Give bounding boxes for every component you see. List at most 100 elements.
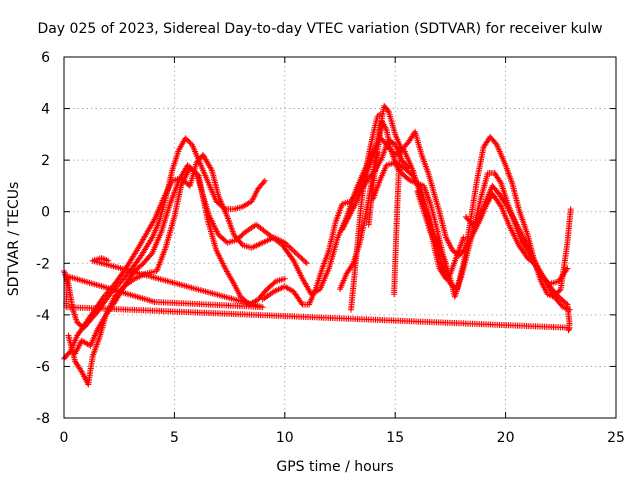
data-point-run: [273, 276, 286, 285]
data-point-run: [537, 278, 550, 296]
data-point-run: [564, 207, 574, 246]
data-point-run: [91, 258, 266, 311]
data-point-run: [398, 140, 411, 153]
series-track-e: [259, 103, 573, 329]
data-point-run: [436, 208, 449, 239]
data-series: [61, 103, 574, 388]
data-point-run: [401, 164, 415, 178]
data-point-run: [151, 197, 166, 223]
y-tick-label: 4: [41, 102, 50, 118]
data-point-run: [182, 135, 194, 147]
data-point-run: [393, 202, 401, 236]
data-point-run: [72, 358, 84, 374]
data-point-run: [443, 234, 455, 252]
data-point-run: [385, 136, 397, 147]
series-track-h: [462, 182, 573, 313]
data-point: [567, 206, 574, 213]
data-point-run: [175, 163, 190, 184]
data-point-run: [200, 152, 215, 172]
data-point-run: [149, 220, 162, 241]
y-tick-label: -2: [36, 256, 50, 272]
data-point-run: [367, 184, 376, 207]
data-point-run: [374, 112, 383, 120]
data-point-run: [83, 308, 97, 326]
data-point-run: [292, 250, 309, 265]
data-point: [377, 110, 384, 117]
data-point-run: [555, 293, 570, 307]
data-point-run: [515, 206, 531, 237]
data-point-run: [206, 213, 221, 237]
data-point-run: [381, 103, 391, 113]
data-point-run: [153, 246, 168, 274]
data-point-run: [326, 236, 341, 272]
data-point-run: [345, 202, 358, 220]
data-point-run: [379, 138, 391, 161]
data-point-run: [167, 179, 182, 207]
data-point-run: [200, 193, 213, 219]
data-point-run: [133, 233, 148, 254]
data-point-run: [140, 251, 155, 267]
data-point-run: [270, 284, 287, 295]
data-point-run: [431, 247, 442, 270]
chart-title: Day 025 of 2023, Sidereal Day-to-day VTE…: [37, 21, 602, 37]
data-point-run: [149, 231, 164, 256]
data-point-run: [370, 166, 379, 189]
data-point-run: [557, 241, 571, 293]
data-point-run: [379, 118, 389, 131]
data-point-run: [414, 188, 427, 213]
data-point-run: [178, 166, 193, 189]
data-point-run: [222, 265, 237, 286]
data-point-run: [361, 158, 371, 184]
data-point: [405, 164, 412, 171]
data-point-run: [231, 280, 243, 299]
data-point-run: [365, 140, 380, 171]
data-point: [261, 177, 268, 184]
data-point-run: [72, 339, 84, 357]
data-point-run: [281, 239, 298, 255]
data-point-run: [169, 148, 182, 174]
data-point-run: [326, 220, 339, 254]
data-point-run: [427, 201, 440, 231]
data-point-run: [171, 184, 184, 220]
data-point-run: [94, 313, 109, 334]
data-point-run: [391, 262, 399, 298]
x-axis-label: GPS time / hours: [276, 459, 393, 475]
data-point-run: [537, 270, 552, 291]
data-point-run: [447, 280, 459, 291]
series-drop-2: [391, 144, 404, 298]
data-point-run: [354, 205, 364, 246]
data-point-run: [529, 252, 544, 275]
series-track-b: [61, 152, 310, 362]
data-point-run: [208, 167, 222, 198]
data-point: [105, 257, 112, 264]
y-tick-label: 6: [41, 50, 50, 66]
data-point-run: [478, 171, 491, 200]
data-point-run: [193, 170, 206, 198]
data-point-run: [454, 236, 466, 259]
data-point-run: [361, 197, 372, 225]
data-point-run: [204, 177, 219, 203]
data-point: [564, 265, 571, 272]
data-point-run: [443, 271, 453, 282]
data-point-run: [332, 202, 345, 225]
data-point-run: [74, 321, 89, 339]
data-point-run: [248, 240, 265, 251]
data-point-run: [63, 275, 71, 311]
data-point-run: [98, 255, 110, 264]
data-point-run: [242, 222, 258, 236]
x-tick-label: 5: [170, 430, 179, 446]
data-point-run: [560, 304, 571, 313]
data-point-run: [299, 275, 314, 296]
data-point-run: [454, 262, 467, 293]
data-point-run: [409, 172, 424, 193]
data-point-run: [233, 230, 247, 244]
data-point-run: [215, 193, 230, 219]
data-point-run: [460, 220, 473, 267]
x-tick-label: 0: [60, 430, 69, 446]
data-point-run: [259, 289, 276, 303]
data-point-run: [89, 336, 102, 360]
y-tick-label: 0: [41, 205, 50, 221]
data-point: [566, 306, 573, 313]
data-point: [303, 260, 310, 267]
data-point-run: [394, 179, 402, 207]
